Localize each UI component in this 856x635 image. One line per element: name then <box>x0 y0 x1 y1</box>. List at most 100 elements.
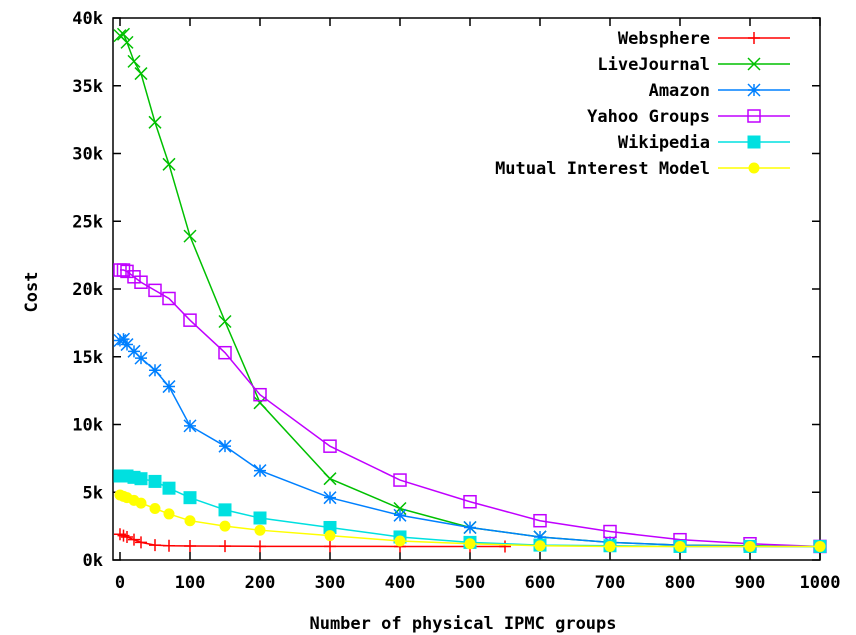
x-tick-label: 1000 <box>800 573 841 593</box>
data-point <box>134 275 148 289</box>
data-point <box>393 473 407 487</box>
data-point <box>323 439 337 453</box>
data-point <box>127 54 141 68</box>
data-point <box>116 332 131 346</box>
legend-item: Amazon <box>649 81 790 101</box>
data-point <box>674 540 686 552</box>
y-tick-label: 15k <box>72 348 103 368</box>
data-point <box>148 474 162 488</box>
x-tick-label: 0 <box>115 573 125 593</box>
legend-item: Websphere <box>618 29 790 49</box>
data-point <box>162 481 176 495</box>
data-point <box>533 513 547 528</box>
data-point <box>814 540 826 552</box>
data-point <box>324 540 336 553</box>
data-point <box>116 27 131 41</box>
data-point <box>747 57 761 71</box>
data-point <box>128 533 140 546</box>
y-tick-label: 5k <box>83 483 103 503</box>
data-point <box>744 540 756 552</box>
series-websphere <box>114 528 511 553</box>
data-point <box>254 524 266 536</box>
data-point <box>183 313 197 327</box>
x-tick-label: 600 <box>525 573 556 593</box>
data-point <box>323 472 337 486</box>
data-point <box>148 283 162 298</box>
series-layer <box>113 27 827 554</box>
data-point <box>394 535 406 547</box>
series-line <box>119 33 821 548</box>
series-mutual-interest-model <box>114 489 826 552</box>
legend-item: LiveJournal <box>597 55 790 75</box>
data-point <box>183 229 197 243</box>
x-tick-label: 200 <box>245 573 276 593</box>
plot-border <box>112 17 821 561</box>
data-point <box>323 491 337 505</box>
data-point <box>748 162 760 174</box>
series-yahoo-groups <box>113 263 827 554</box>
data-point <box>134 67 148 81</box>
data-point <box>253 511 267 525</box>
legend-item: Yahoo Groups <box>587 107 790 127</box>
data-point <box>116 263 131 277</box>
x-tick-label: 900 <box>735 573 766 593</box>
y-tick-label: 30k <box>72 145 103 165</box>
data-point <box>162 157 176 171</box>
data-point <box>113 333 127 348</box>
data-point <box>747 83 761 97</box>
y-tick-label: 0k <box>83 551 103 571</box>
data-point <box>393 501 407 516</box>
data-point <box>463 520 477 535</box>
data-point <box>747 135 761 149</box>
x-tick-label: 800 <box>665 573 696 593</box>
data-point <box>121 530 133 543</box>
data-point <box>393 508 407 522</box>
legend-label: LiveJournal <box>597 55 710 75</box>
data-point <box>163 508 175 520</box>
data-point <box>324 530 336 542</box>
data-point <box>748 32 760 44</box>
data-point <box>120 35 134 49</box>
data-point <box>463 494 477 509</box>
legend-label: Amazon <box>649 81 710 101</box>
series-livejournal <box>113 27 827 553</box>
data-point <box>253 387 267 402</box>
x-tick-label: 700 <box>595 573 626 593</box>
x-tick-label: 100 <box>175 573 206 593</box>
data-point <box>218 503 232 517</box>
y-tick-label: 35k <box>72 77 103 97</box>
data-point <box>148 363 162 377</box>
legend: Websphere LiveJournal Amazon Yahoo Groups Wi… <box>495 29 790 179</box>
data-point <box>499 540 511 553</box>
y-tick-label: 25k <box>72 212 103 232</box>
data-point <box>533 530 547 544</box>
data-point <box>149 503 161 515</box>
data-point <box>149 539 161 552</box>
data-point <box>163 539 175 552</box>
data-point <box>183 419 197 433</box>
series-amazon <box>113 332 827 553</box>
y-tick-label: 40k <box>72 9 103 29</box>
x-tick-label: 500 <box>455 573 486 593</box>
data-point <box>218 345 232 360</box>
data-point <box>183 491 197 505</box>
data-point <box>603 524 617 539</box>
data-point <box>127 344 141 358</box>
legend-label: Yahoo Groups <box>587 107 710 127</box>
x-axis-label: Number of physical IPMC groups <box>309 614 616 634</box>
data-point <box>135 536 147 549</box>
data-point <box>747 109 761 123</box>
data-point <box>134 472 148 486</box>
data-point <box>184 540 196 553</box>
x-axis: 0 100 200 300 400 500 600 700 800 900 1000 <box>115 18 841 593</box>
y-tick-label: 20k <box>72 280 103 300</box>
data-point <box>120 338 134 352</box>
y-tick-label: 10k <box>72 416 103 436</box>
legend-label: Websphere <box>618 29 710 49</box>
data-point <box>219 520 231 532</box>
data-point <box>253 396 267 410</box>
data-point <box>134 351 148 365</box>
data-point <box>184 515 196 527</box>
y-axis-label: Cost <box>22 272 42 313</box>
